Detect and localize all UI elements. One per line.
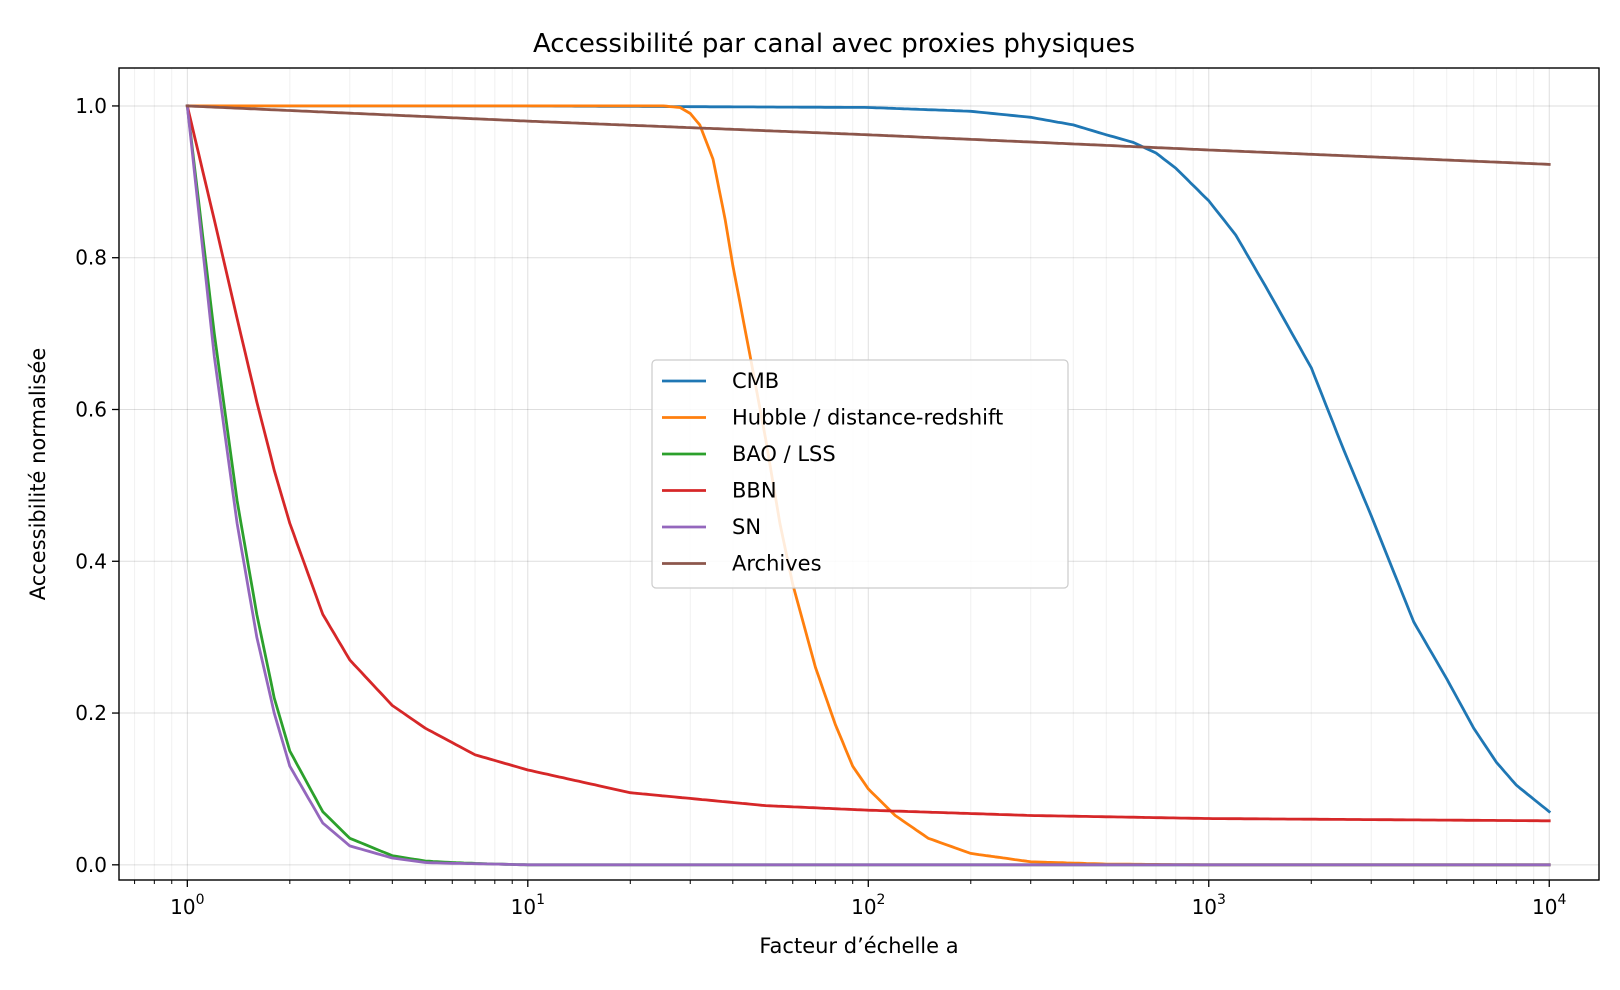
plot-frame	[118, 67, 1600, 881]
x-axis-label: Facteur d’échelle a	[759, 934, 958, 958]
y-tick-label: 0.8	[75, 246, 107, 270]
legend: CMB Hubble / distance-redshift BAO / LSS BB…	[651, 359, 1069, 589]
series-line-sn	[185, 104, 1551, 867]
y-axis: 0.0 0.2 0.4 0.6 0.8 1.0	[75, 94, 119, 877]
legend-label: CMB	[732, 369, 779, 393]
chart-title: Accessibilité par canal avec proxies phy…	[533, 29, 1135, 59]
y-tick-label: 0.4	[75, 549, 107, 573]
legend-item-archives: Archives	[662, 552, 822, 576]
legend-item-hubble-distance-redshift: Hubble / distance-redshift	[662, 406, 1003, 430]
y-tick-label: 1.0	[75, 94, 107, 118]
legend-item-sn: SN	[662, 515, 761, 539]
grid	[119, 68, 1599, 880]
legend-label: BBN	[732, 479, 777, 503]
series-line-bbn	[185, 104, 1551, 823]
legend-item-cmb: CMB	[662, 369, 779, 393]
x-tick-exponent: 3	[1217, 892, 1226, 908]
x-axis: 100 101 102 103 104	[134, 880, 1567, 919]
y-tick-label: 0.2	[75, 701, 107, 725]
legend-item-bao-lss: BAO / LSS	[662, 442, 836, 466]
legend-box	[651, 359, 1069, 589]
legend-item-bbn: BBN	[662, 479, 777, 503]
y-axis-label: Accessibilité normalisée	[26, 348, 50, 601]
x-tick-exponent: 1	[536, 892, 545, 908]
legend-label: SN	[732, 515, 761, 539]
series-line-archives	[185, 104, 1551, 166]
y-tick-label: 0.6	[75, 397, 107, 421]
legend-label: BAO / LSS	[732, 442, 836, 466]
legend-label: Archives	[732, 552, 822, 576]
x-tick-exponent: 0	[196, 892, 205, 908]
y-tick-label: 0.0	[75, 853, 107, 877]
x-tick-exponent: 4	[1558, 892, 1567, 908]
series-layer	[185, 104, 1552, 867]
x-tick-exponent: 2	[877, 892, 886, 908]
legend-label: Hubble / distance-redshift	[732, 406, 1003, 430]
